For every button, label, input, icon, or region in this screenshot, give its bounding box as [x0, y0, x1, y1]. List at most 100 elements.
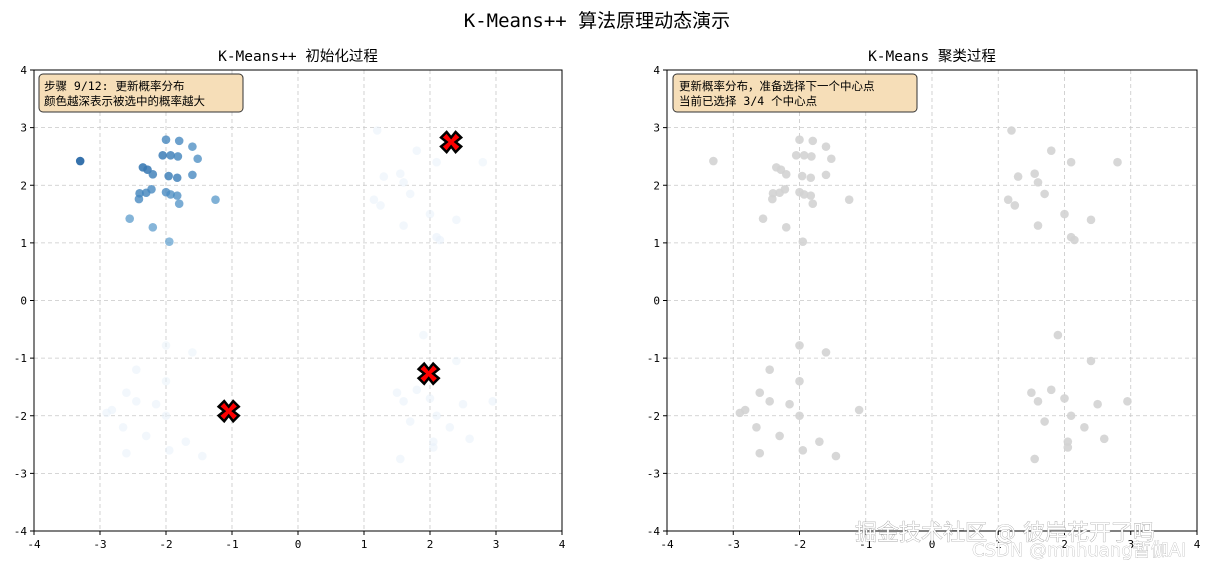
cluster-data-point: [806, 173, 816, 183]
cluster-data-point: [781, 223, 791, 232]
cluster-data-point: [740, 405, 750, 415]
init-panel: K-Means++ 初始化过程 -4 -3 -2 -1 0 1 2 3 4 -4 -3 -2 -1 0 1 2…: [14, 48, 566, 551]
cluster-xtick-label: 3: [1127, 538, 1134, 551]
init-data-point: [141, 431, 151, 441]
cluster-data-point: [821, 170, 831, 180]
init-ytick-label: -2: [14, 410, 27, 423]
init-data-point: [198, 451, 207, 461]
init-data-point: [432, 411, 441, 421]
init-xtick-label: 2: [427, 538, 434, 551]
cluster-data-point: [781, 170, 791, 179]
init-data-point: [429, 443, 438, 452]
init-ytick-label: 3: [20, 122, 27, 135]
cluster-data-point: [1046, 146, 1056, 155]
init-data-point: [161, 411, 171, 421]
init-xtick-label: 1: [361, 538, 368, 551]
cluster-data-point: [1027, 388, 1036, 398]
init-data-point: [452, 215, 461, 225]
cluster-data-point: [1030, 454, 1039, 464]
init-data-point: [122, 388, 131, 398]
init-data-point: [399, 178, 408, 187]
cluster-data-point: [1046, 385, 1056, 395]
init-xtick-label: -1: [225, 538, 238, 551]
init-data-point: [148, 223, 158, 232]
init-data-point: [419, 330, 428, 340]
init-data-point: [399, 221, 408, 230]
cluster-ytick-label: -2: [647, 410, 660, 423]
init-data-point: [122, 448, 131, 458]
init-data-point: [425, 209, 435, 219]
cluster-data-point: [1063, 443, 1073, 452]
cluster-data-point: [795, 341, 804, 350]
init-data-point: [452, 356, 461, 366]
init-data-point: [132, 365, 141, 374]
init-center-marker: [439, 130, 464, 154]
init-data-point: [465, 434, 474, 444]
init-grid: [34, 70, 562, 531]
cluster-xtick-label: -2: [793, 538, 806, 551]
cluster-ytick-label: 0: [653, 295, 660, 308]
cluster-data-point: [1010, 201, 1020, 210]
cluster-panel: K-Means 聚类过程 -4 -3 -2 -1 0 1 2 3 4-4-3-2-101234 …: [647, 48, 1201, 551]
init-data-point: [181, 437, 191, 446]
cluster-ytick-label: 2: [653, 179, 660, 192]
cluster-data-point: [795, 411, 804, 421]
init-data-point: [376, 201, 385, 210]
init-xtick-label: 4: [559, 538, 566, 551]
cluster-xtick-label: 4: [1194, 538, 1201, 551]
init-data-point: [432, 157, 441, 167]
init-ytick-label: 4: [20, 64, 27, 77]
init-data-point: [188, 142, 197, 151]
init-panel-title: K-Means++ 初始化过程: [218, 48, 378, 65]
init-xtick-label: -3: [93, 538, 106, 551]
cluster-info-box: 更新概率分布，准备选择下一个中心点 当前已选择 3/4 个中心点: [672, 73, 918, 113]
init-ytick-label: -1: [14, 352, 27, 365]
init-data-point: [118, 422, 128, 432]
cluster-ytick-label: 1: [653, 237, 660, 250]
cluster-xtick-label: -3: [727, 538, 740, 551]
cluster-data-point: [799, 190, 809, 199]
cluster-data-point: [752, 422, 761, 432]
cluster-data-point: [768, 194, 777, 204]
cluster-data-point: [709, 156, 718, 166]
init-data-point: [166, 190, 175, 199]
cluster-data-point: [798, 446, 808, 455]
cluster-data-point: [854, 405, 864, 415]
cluster-data-point: [1066, 157, 1076, 167]
init-data-point: [188, 348, 197, 357]
watermark-line-2: CSDN @mnhuang暂伽AI: [972, 540, 1186, 561]
cluster-xtick-label: 1: [995, 538, 1002, 551]
init-data-point: [488, 397, 498, 406]
init-data-point: [193, 154, 202, 164]
init-data-point: [412, 146, 422, 155]
init-data-point: [369, 195, 379, 204]
cluster-ytick-label: -4: [647, 525, 661, 538]
cluster-data-point: [808, 136, 818, 146]
cluster-xtick-label: 0: [929, 538, 936, 551]
init-data-point: [134, 194, 144, 204]
cluster-data-point: [1007, 126, 1016, 135]
cluster-data-point: [1030, 169, 1039, 179]
figure-title: K-Means++ 算法原理动态演示: [464, 10, 730, 32]
init-data-point: [396, 169, 405, 179]
cluster-data-point: [1066, 411, 1076, 421]
cluster-data-point: [785, 399, 794, 409]
init-data-point: [172, 191, 182, 200]
init-data-point: [445, 422, 455, 432]
cluster-data-point: [1003, 195, 1013, 204]
cluster-data-point: [821, 348, 831, 357]
cluster-data-point: [798, 237, 808, 247]
cluster-data-point: [791, 150, 801, 160]
cluster-data-point: [1053, 330, 1063, 340]
init-data-point: [392, 388, 402, 398]
cluster-ytick-label: 4: [653, 64, 660, 77]
init-data-point: [132, 397, 141, 406]
init-center-marker: [216, 399, 241, 424]
cluster-data-point: [1093, 399, 1102, 409]
cluster-info-box-bg: [672, 73, 918, 113]
cluster-ytick-label: 3: [653, 122, 660, 135]
init-ytick-label: 1: [20, 237, 27, 250]
init-data-point: [435, 235, 445, 245]
init-data-point: [405, 417, 415, 426]
cluster-data-point: [1086, 215, 1096, 225]
